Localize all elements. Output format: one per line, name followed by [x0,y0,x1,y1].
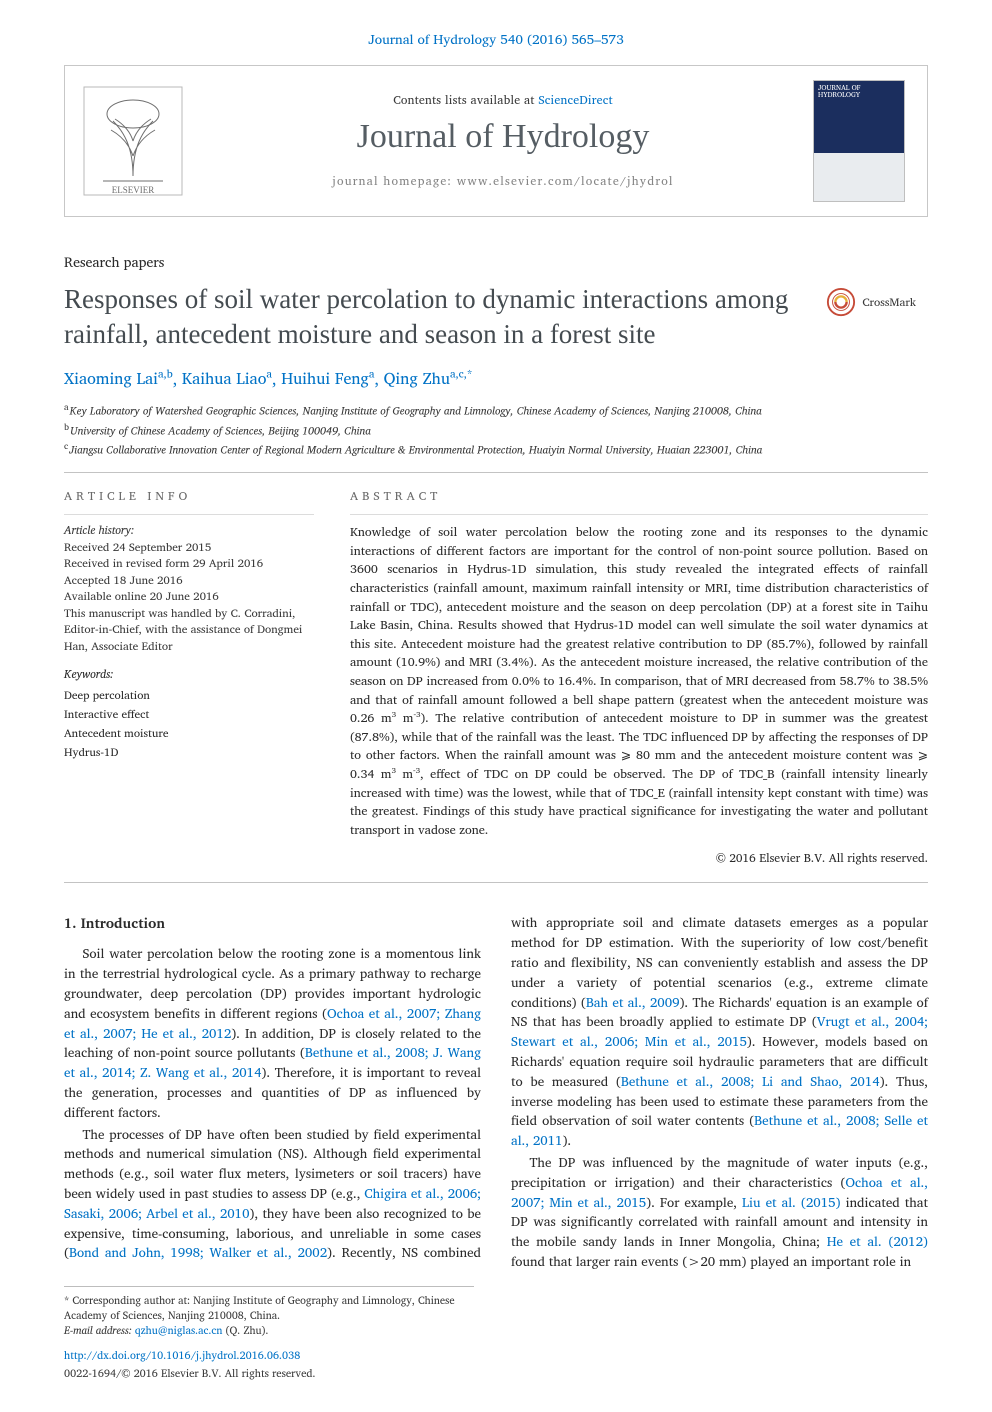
citation-link[interactable]: Bah et al., 2009 [586,991,680,1013]
running-head-link[interactable]: Journal of Hydrology 540 (2016) 565–573 [368,28,624,50]
affiliation: Jiangsu Collaborative Innovation Center … [69,440,762,458]
journal-cover-thumb: JOURNAL OF HYDROLOGY [813,80,905,202]
email-link[interactable]: qzhu@niglas.ac.cn [135,1321,222,1339]
running-head: Journal of Hydrology 540 (2016) 565–573 [0,0,992,65]
article-title: Responses of soil water percolation to d… [64,282,794,351]
page-footer: http://dx.doi.org/10.1016/j.jhydrol.2016… [64,1346,928,1382]
journal-homepage: journal homepage: www.elsevier.com/locat… [209,172,797,191]
doi-link[interactable]: http://dx.doi.org/10.1016/j.jhydrol.2016… [64,1346,300,1364]
contents-prefix: Contents lists available at [393,91,538,110]
affiliation: University of Chinese Academy of Science… [70,421,371,439]
abstract-block: ABSTRACT Knowledge of soil water percola… [350,487,928,868]
keyword: Hydrus-1D [64,743,314,762]
abstract-text: Knowledge of soil water percolation belo… [350,523,928,839]
corresponding-author-note: * Corresponding author at: Nanjing Insti… [64,1286,474,1338]
crossmark-icon [826,287,856,317]
issn-line: 0022-1694/© 2016 Elsevier B.V. All right… [64,1364,928,1382]
section-divider [64,472,928,473]
elsevier-tree-icon: ELSEVIER [83,86,183,196]
keyword: Interactive effect [64,705,314,724]
author: Qing Zhua,c,* [384,366,473,392]
article-info-block: ARTICLE INFO Article history: Received 2… [64,487,314,868]
abstract-heading: ABSTRACT [350,487,928,506]
author-link[interactable]: Kaihua Liao [182,366,267,392]
author: Huihui Fenga [281,366,374,392]
thin-divider [64,514,314,515]
article-body: 1. Introduction Soil water percolation b… [64,913,928,1271]
journal-masthead: ELSEVIER Contents lists available at Sci… [64,65,928,217]
author-affil-sup: a,b [158,365,173,383]
corresponding-star-icon: * [467,365,473,383]
crossmark-label: CrossMark [862,293,916,312]
author-link[interactable]: Qing Zhu [384,366,450,392]
corresp-text: * Corresponding author at: Nanjing Insti… [64,1291,455,1324]
citation-link[interactable]: He et al. (2012) [827,1230,928,1252]
keyword: Deep percolation [64,686,314,705]
email-owner: (Q. Zhu). [222,1321,268,1339]
author-link[interactable]: Huihui Feng [281,366,369,392]
author-affil-sup: a [266,365,272,383]
body-paragraph: The DP was influenced by the magnitude o… [511,1153,928,1272]
abstract-copyright: © 2016 Elsevier B.V. All rights reserved… [350,849,928,868]
citation-link[interactable]: Bond and John, 1998; Walker et al., 2002 [69,1241,327,1263]
thin-divider [350,514,928,515]
article-type-label: Research papers [64,251,928,274]
contents-label: Contents lists available at ScienceDirec… [209,91,797,110]
citation-link[interactable]: Liu et al. (2015) [742,1191,841,1213]
article-info-heading: ARTICLE INFO [64,487,314,506]
svg-text:ELSEVIER: ELSEVIER [112,185,155,195]
keywords-heading: Keywords: [64,665,314,684]
affiliation: Key Laboratory of Watershed Geographic S… [70,402,762,420]
author: Kaihua Liaoa [182,366,272,392]
crossmark-badge[interactable]: CrossMark [826,287,916,317]
email-label: E-mail address: [64,1321,135,1339]
cover-thumb-label: JOURNAL OF HYDROLOGY [818,85,900,100]
affiliation-list: aKey Laboratory of Watershed Geographic … [64,400,928,458]
author-affil-sup: a,c,* [450,365,472,383]
keyword: Antecedent moisture [64,724,314,743]
journal-name: Journal of Hydrology [209,118,797,156]
author-affil-sup: a [369,365,375,383]
body-paragraph: Soil water percolation below the rooting… [64,944,481,1122]
author-link[interactable]: Xiaoming Lai [64,366,158,392]
section-heading-intro: 1. Introduction [64,913,481,934]
section-divider [64,882,928,883]
history-line: This manuscript was handled by C. Corrad… [64,606,314,656]
author-list: Xiaoming Laia,b, Kaihua Liaoa, Huihui Fe… [64,365,928,392]
author: Xiaoming Laia,b [64,366,173,392]
sciencedirect-link[interactable]: ScienceDirect [538,91,612,110]
citation-link[interactable]: Bethune et al., 2008; Li and Shao, 2014 [621,1070,880,1092]
